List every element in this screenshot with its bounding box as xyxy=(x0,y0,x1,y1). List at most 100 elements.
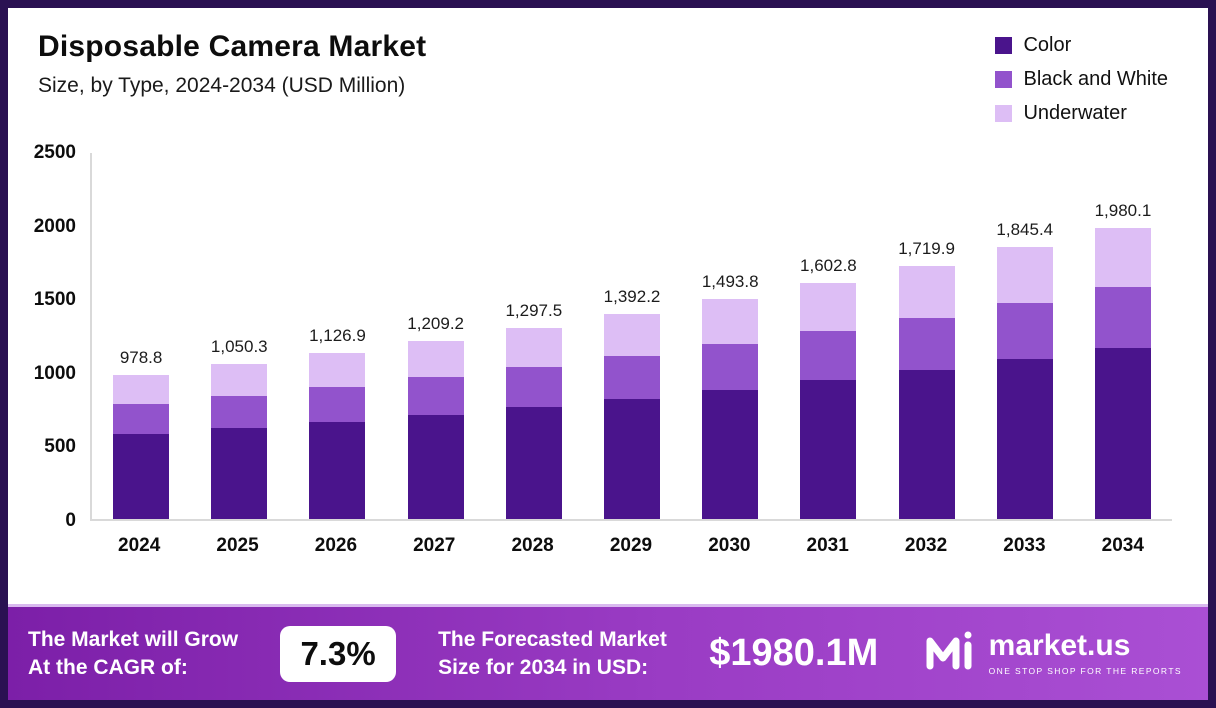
bar-segment-black-and-white xyxy=(800,331,857,381)
x-axis-label: 2033 xyxy=(1003,535,1046,556)
bar-total-label: 978.8 xyxy=(119,347,163,367)
x-axis-label: 2034 xyxy=(1101,535,1144,556)
stacked-bar xyxy=(505,328,562,519)
bar-segment-black-and-white xyxy=(407,377,464,415)
market-us-logo-icon xyxy=(921,628,979,679)
bar-group: 1,050.3 xyxy=(190,153,288,519)
legend-item-black-and-white: Black and White xyxy=(995,68,1168,91)
bar-segment-underwater xyxy=(113,374,170,405)
stacked-bar xyxy=(113,374,170,519)
chart-subtitle: Size, by Type, 2024-2034 (USD Million) xyxy=(38,74,406,97)
plot-wrapper: 2500 2000 1500 1000 500 0 978.8 1,050.3 1,126.9… xyxy=(8,142,1208,557)
legend-label-color: Color xyxy=(1023,34,1072,56)
x-axis: 2024 2025 2026 2027 2028 2029 2030 2031 2032 2033… xyxy=(90,521,1172,557)
x-axis-label: 2025 xyxy=(216,535,259,556)
bar-group: 978.8 xyxy=(92,153,190,519)
stacked-bar xyxy=(898,265,955,519)
bar-total-label: 1,050.3 xyxy=(210,337,268,357)
x-axis-label: 2032 xyxy=(904,535,948,556)
bar-segment-underwater xyxy=(407,341,464,378)
legend: Color Black and White Underwater xyxy=(995,30,1168,125)
y-axis-tick: 500 xyxy=(44,436,76,458)
bar-segment-underwater xyxy=(996,247,1053,303)
y-axis-tick: 1500 xyxy=(33,289,76,311)
bar-group: 1,493.8 xyxy=(681,153,779,519)
x-axis-label: 2027 xyxy=(413,535,456,556)
market-us-logo: market.us ONE STOP SHOP FOR THE REPORTS xyxy=(921,628,1182,679)
legend-swatch-underwater xyxy=(995,105,1013,122)
bar-segment-color xyxy=(1094,347,1151,519)
brand-tagline: ONE STOP SHOP FOR THE REPORTS xyxy=(988,666,1182,676)
bar-total-label: 1,719.9 xyxy=(898,238,955,258)
bar-total-label: 1,493.8 xyxy=(701,272,759,292)
bar-segment-underwater xyxy=(604,314,661,356)
cagr-value-badge: 7.3% xyxy=(280,625,396,682)
plot-area: 978.8 1,050.3 1,126.9 1,209.2 1,297.5 1,392.2… xyxy=(90,153,1172,521)
bar-segment-black-and-white xyxy=(1094,287,1151,348)
stacked-bar xyxy=(309,353,366,519)
legend-label-underwater: Underwater xyxy=(1023,102,1127,124)
x-axis-label: 2030 xyxy=(708,535,751,556)
legend-label-black-and-white: Black and White xyxy=(1023,68,1168,90)
bar-group: 1,980.1 xyxy=(1074,153,1172,519)
brand-name: market.us xyxy=(988,629,1131,662)
brand-text: market.us ONE STOP SHOP FOR THE REPORTS xyxy=(988,629,1182,677)
bar-segment-color xyxy=(996,359,1053,519)
y-axis-tick: 2000 xyxy=(33,215,76,237)
stacked-bar xyxy=(800,283,857,519)
x-axis-label: 2031 xyxy=(806,535,849,556)
bar-group: 1,392.2 xyxy=(583,153,681,519)
bar-segment-underwater xyxy=(211,364,268,396)
chart-header: Disposable Camera Market Size, by Type, … xyxy=(8,8,1208,125)
bar-total-label: 1,392.2 xyxy=(603,287,661,307)
x-axis-label: 2029 xyxy=(609,535,653,556)
forecast-value: $1980.1M xyxy=(709,632,879,674)
bar-segment-black-and-white xyxy=(898,317,955,371)
bar-segment-black-and-white xyxy=(113,404,170,435)
bar-segment-underwater xyxy=(309,353,366,387)
bar-segment-black-and-white xyxy=(996,302,1053,360)
forecast-label-line1: The Forecasted Market xyxy=(438,628,667,652)
bar-total-label: 1,297.5 xyxy=(505,301,563,321)
cagr-label: The Market will Grow At the CAGR of: xyxy=(28,626,238,681)
bar-group: 1,845.4 xyxy=(976,153,1074,519)
stacked-bar xyxy=(604,314,661,519)
bar-segment-black-and-white xyxy=(702,344,759,390)
bar-segment-underwater xyxy=(800,283,857,332)
cagr-label-line2: At the CAGR of: xyxy=(28,655,188,679)
bar-segment-underwater xyxy=(505,328,562,368)
chart-title: Disposable Camera Market xyxy=(38,30,427,63)
bar-group: 1,126.9 xyxy=(288,153,386,519)
bar-segment-color xyxy=(309,421,366,519)
bar-total-label: 1,126.9 xyxy=(309,326,366,346)
stacked-bar xyxy=(407,341,464,519)
legend-swatch-color xyxy=(995,37,1013,54)
bar-segment-black-and-white xyxy=(309,386,366,422)
bar-segment-color xyxy=(407,414,464,519)
stacked-bar xyxy=(702,299,759,519)
title-block: Disposable Camera Market Size, by Type, … xyxy=(38,30,426,98)
bar-group: 1,297.5 xyxy=(485,153,583,519)
stacked-bar xyxy=(211,364,268,519)
bar-segment-black-and-white xyxy=(211,395,268,429)
bar-segment-color xyxy=(604,398,661,519)
y-axis-tick: 0 xyxy=(65,510,76,531)
bar-segment-color xyxy=(702,389,759,519)
bar-total-label: 1,980.1 xyxy=(1094,200,1152,220)
y-axis: 2500 2000 1500 1000 500 0 xyxy=(28,142,90,531)
cagr-label-line1: The Market will Grow xyxy=(28,628,239,652)
bar-segment-color xyxy=(898,370,955,519)
forecast-label-line2: Size for 2034 in USD: xyxy=(438,655,649,679)
bar-segment-underwater xyxy=(1094,227,1151,288)
bar-group: 1,719.9 xyxy=(878,153,976,519)
x-axis-label: 2024 xyxy=(118,535,161,556)
stacked-bar xyxy=(996,247,1053,519)
bar-group: 1,209.2 xyxy=(387,153,485,519)
bar-segment-color xyxy=(800,380,857,519)
legend-swatch-black-and-white xyxy=(995,71,1013,88)
bar-segment-color xyxy=(211,428,268,519)
bar-segment-underwater xyxy=(702,299,759,344)
bar-group: 1,602.8 xyxy=(779,153,877,519)
x-axis-label: 2028 xyxy=(511,535,554,556)
